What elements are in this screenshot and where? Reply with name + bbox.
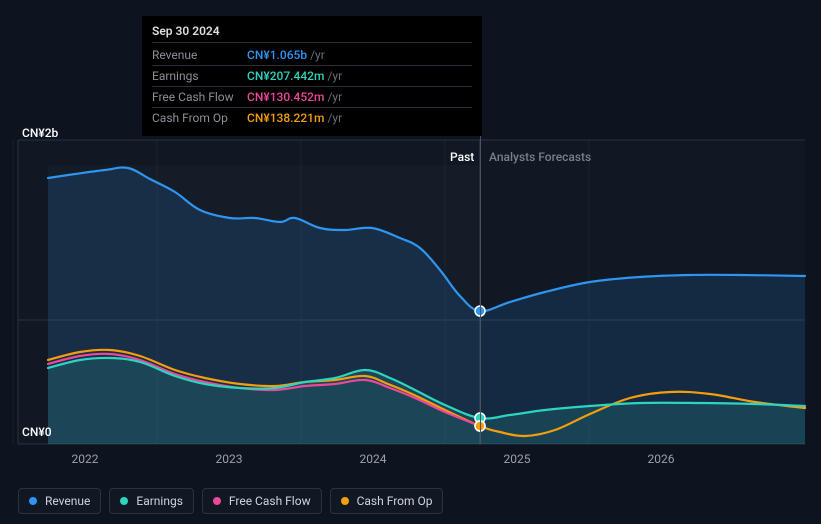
x-axis-tick: 2023 bbox=[216, 452, 243, 466]
chart-legend: Revenue Earnings Free Cash Flow Cash From O… bbox=[18, 488, 443, 514]
tooltip-row-suffix: /yr bbox=[327, 90, 342, 104]
tooltip-row-label: Free Cash Flow bbox=[152, 90, 247, 104]
legend-item-label: Revenue bbox=[45, 494, 90, 508]
y-axis-zero-label: CN¥0 bbox=[22, 425, 52, 439]
chart-tooltip: Sep 30 2024 RevenueCN¥1.065b/yrEarningsC… bbox=[142, 16, 482, 136]
tooltip-row-value: CN¥130.452m bbox=[247, 90, 324, 104]
tooltip-row: Free Cash FlowCN¥130.452m/yr bbox=[152, 87, 472, 108]
tooltip-row: Cash From OpCN¥138.221m/yr bbox=[152, 108, 472, 128]
tooltip-row-suffix: /yr bbox=[327, 111, 342, 125]
legend-dot-icon bbox=[29, 497, 37, 505]
past-label: Past bbox=[450, 150, 474, 164]
y-axis-max-label: CN¥2b bbox=[22, 126, 58, 140]
financials-chart: CN¥2b CN¥0 Past Analysts Forecasts 2022 2… bbox=[0, 0, 821, 524]
tooltip-row-suffix: /yr bbox=[310, 48, 325, 62]
legend-item-free-cash-flow[interactable]: Free Cash Flow bbox=[202, 488, 322, 514]
legend-item-cash-from-op[interactable]: Cash From Op bbox=[330, 488, 444, 514]
tooltip-date: Sep 30 2024 bbox=[152, 24, 472, 43]
legend-dot-icon bbox=[120, 497, 128, 505]
tooltip-row-value: CN¥1.065b bbox=[247, 48, 307, 62]
tooltip-row: RevenueCN¥1.065b/yr bbox=[152, 45, 472, 66]
legend-dot-icon bbox=[341, 497, 349, 505]
tooltip-row-label: Revenue bbox=[152, 48, 247, 62]
legend-dot-icon bbox=[213, 497, 221, 505]
x-axis-tick: 2025 bbox=[504, 452, 531, 466]
tooltip-row-label: Earnings bbox=[152, 69, 247, 83]
x-axis-tick: 2022 bbox=[72, 452, 99, 466]
tooltip-row-value: CN¥207.442m bbox=[247, 69, 324, 83]
legend-item-label: Cash From Op bbox=[357, 494, 433, 508]
legend-item-earnings[interactable]: Earnings bbox=[109, 488, 194, 514]
x-axis-tick: 2026 bbox=[648, 452, 675, 466]
x-axis-tick: 2024 bbox=[360, 452, 387, 466]
legend-item-label: Earnings bbox=[136, 494, 183, 508]
tooltip-row-suffix: /yr bbox=[327, 69, 342, 83]
tooltip-row: EarningsCN¥207.442m/yr bbox=[152, 66, 472, 87]
tooltip-row-label: Cash From Op bbox=[152, 111, 247, 125]
forecast-label: Analysts Forecasts bbox=[489, 150, 591, 164]
hover-marker-line bbox=[480, 118, 481, 444]
legend-item-label: Free Cash Flow bbox=[229, 494, 311, 508]
legend-item-revenue[interactable]: Revenue bbox=[18, 488, 101, 514]
tooltip-row-value: CN¥138.221m bbox=[247, 111, 324, 125]
